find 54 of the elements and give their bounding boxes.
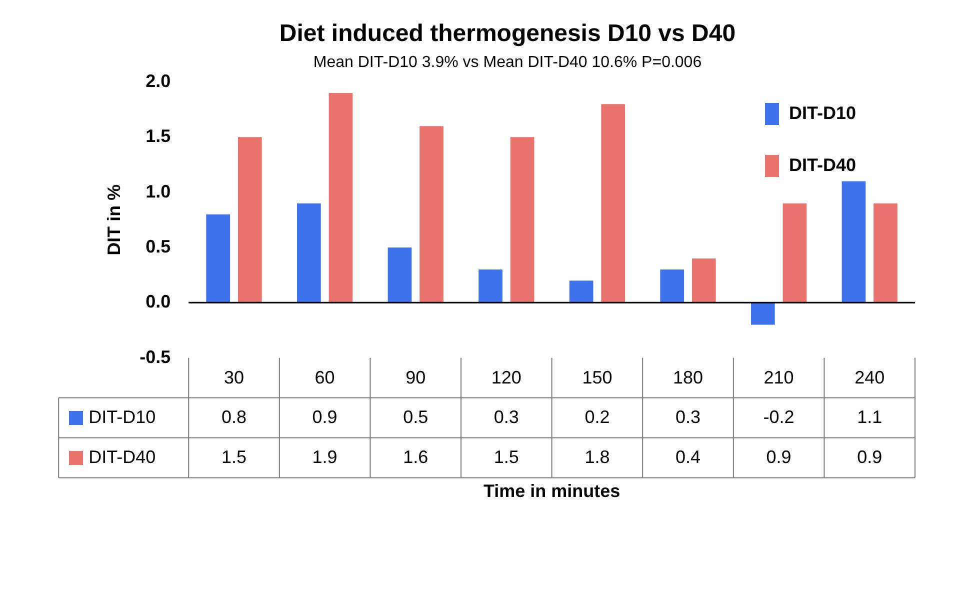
- y-tick-label: 1.0: [146, 181, 171, 202]
- bar: [478, 270, 502, 303]
- bar: [660, 270, 684, 303]
- x-tick-label: 60: [314, 368, 335, 388]
- chart-title: Diet induced thermogenesis D10 vs D40: [279, 20, 736, 48]
- bar: [874, 203, 898, 303]
- bar: [510, 137, 534, 303]
- text: DIT-D10: [88, 406, 156, 427]
- data-label: 0.3: [675, 406, 701, 427]
- y-tick-label: -0.5: [140, 346, 171, 367]
- data-label: 0.9: [857, 446, 882, 467]
- bar: [569, 280, 594, 303]
- x-tick-label: 90: [406, 368, 426, 388]
- bar: [782, 203, 807, 303]
- bar: [692, 258, 716, 303]
- x-tick-label: 150: [582, 368, 612, 388]
- data-label: -0.2: [763, 406, 794, 427]
- data-label: 1.1: [857, 406, 882, 427]
- chart-subtitle: Mean DIT-D10 3.9% vs Mean DIT-D40 10.6% P=0.006: [313, 54, 702, 71]
- bar: [420, 126, 444, 303]
- bar: [297, 203, 321, 303]
- data-label: 0.2: [584, 406, 610, 427]
- y-tick-label: 0.5: [146, 236, 171, 256]
- data-label: 1.9: [312, 446, 338, 467]
- bar: [601, 104, 626, 303]
- legend-label: DIT-D10: [789, 102, 856, 123]
- legend-label: DIT-D40: [789, 154, 856, 175]
- y-axis-title: DIT in %: [104, 184, 124, 256]
- text: Time in minutes: [483, 481, 620, 502]
- data-label: 0.4: [675, 446, 701, 467]
- data-label: 1.5: [494, 446, 519, 467]
- bar: [750, 302, 775, 325]
- x-tick-label: 240: [854, 368, 885, 388]
- y-tick-label: 2.0: [146, 70, 171, 91]
- x-tick-label: 120: [491, 368, 522, 388]
- bar: [842, 181, 866, 303]
- y-tick-label: 1.5: [146, 126, 171, 146]
- x-tick-label: 30: [224, 368, 244, 388]
- data-label: 0.3: [494, 406, 519, 427]
- y-tick-label: 0.0: [146, 292, 171, 312]
- bar: [328, 93, 353, 303]
- bar: [206, 214, 230, 303]
- data-label: 1.6: [403, 446, 428, 467]
- bar: [238, 137, 262, 303]
- text: DIT-D40: [88, 446, 156, 467]
- data-label: 0.8: [222, 406, 247, 427]
- bar: [388, 247, 412, 303]
- data-label: 1.5: [222, 446, 247, 467]
- data-label: 0.9: [312, 406, 338, 427]
- x-tick-label: 180: [672, 368, 704, 388]
- data-label: 0.9: [766, 446, 792, 467]
- data-label: 0.5: [403, 406, 428, 427]
- x-tick-label: 210: [764, 368, 794, 388]
- data-label: 1.8: [584, 446, 610, 467]
